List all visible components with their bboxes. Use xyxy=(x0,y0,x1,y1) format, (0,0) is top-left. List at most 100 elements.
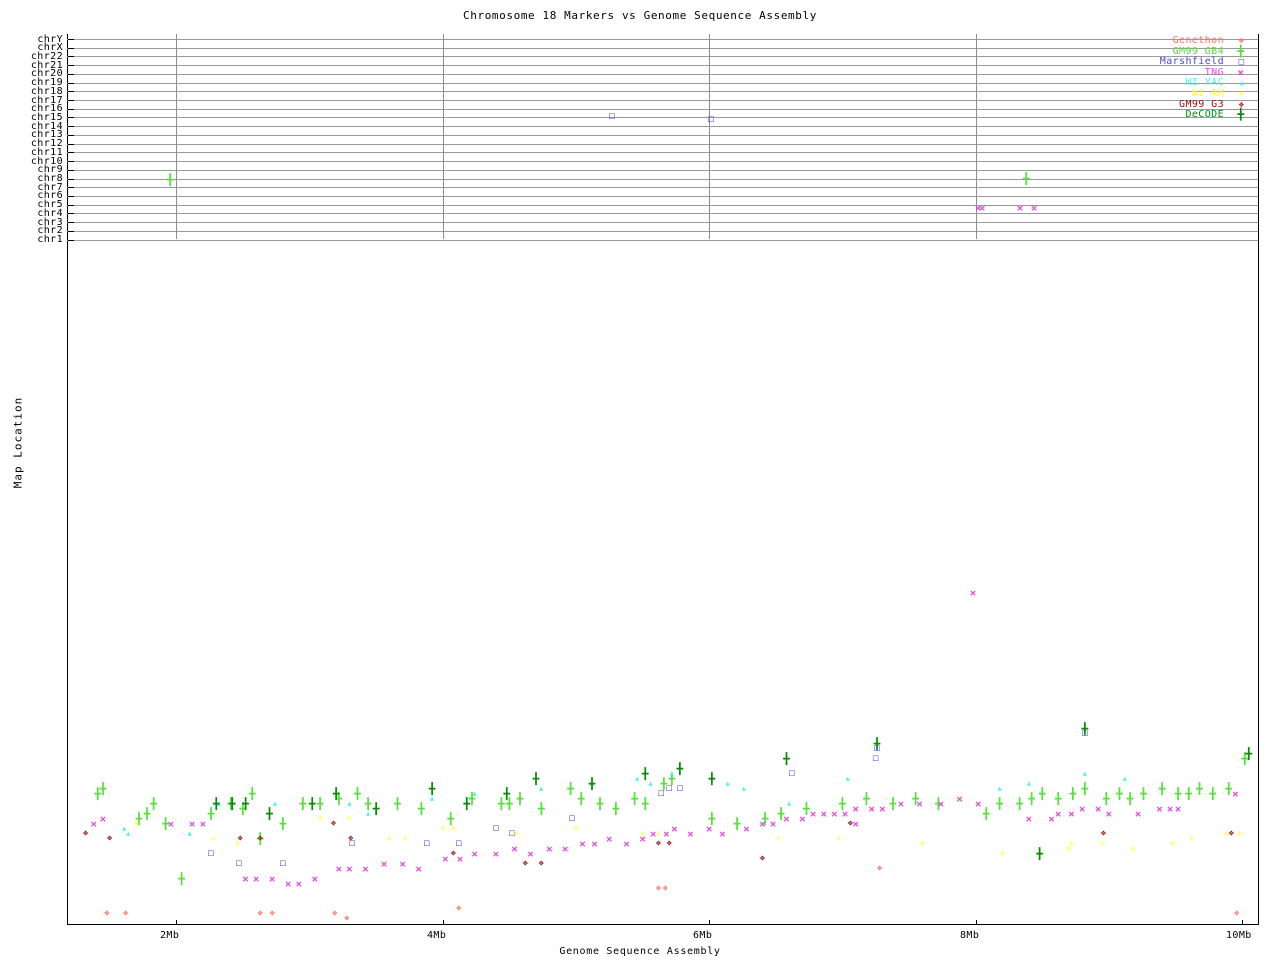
chart-legend: Genethon ❖ GM99 GB4 ╋ Marshfield □ TNG × WI YAC ▲… xyxy=(1062,36,1258,121)
plus-marker-glyph: ╋ xyxy=(228,797,236,811)
y-tick-label-chr22: chr22 xyxy=(30,50,63,62)
plus-marker-glyph: ╋ xyxy=(1185,787,1193,801)
legend-item-wi-yac[interactable]: WI YAC ▲ xyxy=(1062,78,1258,89)
x-marker-glyph: × xyxy=(1094,802,1102,816)
x-marker-glyph: × xyxy=(1030,201,1038,215)
legend-item-gm99-gb4[interactable]: GM99 GB4 ╋ xyxy=(1062,46,1258,58)
plus-marker-glyph: ╋ xyxy=(239,802,247,816)
legend-item-marshfield[interactable]: Marshfield □ xyxy=(1062,57,1258,68)
x-marker-glyph: × xyxy=(415,862,423,876)
gridline-chr8 xyxy=(67,179,1258,180)
triangle-marker-glyph: ▲ xyxy=(845,774,850,783)
plus-marker-glyph: ╋ xyxy=(207,807,215,821)
square-marker-glyph: □ xyxy=(208,848,214,859)
x-marker-glyph: × xyxy=(545,842,553,856)
plus-marker-glyph: ╋ xyxy=(279,817,287,831)
asterisk-marker-glyph: ✳ xyxy=(1188,833,1195,844)
plus-marker-glyph: ╋ xyxy=(135,812,143,826)
x-tick xyxy=(443,920,444,925)
x-marker-glyph: × xyxy=(978,201,986,215)
x-marker-glyph: × xyxy=(969,586,977,600)
x-marker-glyph: × xyxy=(399,857,407,871)
x-marker-glyph: × xyxy=(974,797,982,811)
gridline-chr18 xyxy=(67,91,1258,92)
x-marker-glyph: × xyxy=(1078,802,1086,816)
plus-marker-glyph: ╋ xyxy=(242,797,249,811)
y-tick-label-chr11: chr11 xyxy=(30,146,63,158)
x-marker-glyph: × xyxy=(1134,807,1142,821)
plus-marker-glyph: ╋ xyxy=(1158,782,1166,796)
plus-marker-glyph: ╋ xyxy=(676,762,684,776)
plus-marker-glyph: ╋ xyxy=(248,787,256,801)
y-tick xyxy=(68,152,74,153)
y-tick-label-chr20: chr20 xyxy=(30,68,63,80)
y-tick-label-chr18: chr18 xyxy=(30,85,63,97)
plus-marker-glyph: ╋ xyxy=(1245,747,1252,761)
x-marker-glyph: × xyxy=(1232,787,1239,801)
plus-marker-glyph: ╋ xyxy=(99,782,107,796)
plus-marker-glyph: ╋ xyxy=(463,797,470,811)
x-marker-glyph: × xyxy=(511,842,518,856)
x-marker-glyph: × xyxy=(809,807,817,821)
diamond-marker-glyph: ❖ xyxy=(666,838,672,849)
diamond-marker-glyph: ❖ xyxy=(662,883,668,894)
gridline-vertical xyxy=(176,34,177,239)
asterisk-marker-glyph: ✳ xyxy=(346,813,353,824)
axis-line-left xyxy=(67,34,68,925)
x-tick-label: 4Mb xyxy=(427,930,447,941)
x-marker-glyph: × xyxy=(335,862,343,876)
legend-item-wi-rh[interactable]: WI RH ✳ xyxy=(1062,88,1258,100)
y-tick-label-chr15: chr15 xyxy=(30,111,63,123)
legend-item-decode[interactable]: DeCODE ╋ xyxy=(1062,109,1258,121)
plus-marker-glyph: ╋ xyxy=(660,777,668,791)
triangle-marker-glyph: ▲ xyxy=(187,829,192,838)
triangle-marker-glyph: ▲ xyxy=(429,794,435,803)
plus-marker-glyph: ╋ xyxy=(631,792,638,806)
gridline-vertical xyxy=(443,34,444,239)
legend-item-genethon[interactable]: Genethon ❖ xyxy=(1062,36,1258,47)
y-tick xyxy=(68,109,74,110)
x-marker-glyph: × xyxy=(974,201,982,215)
x-marker-glyph: × xyxy=(868,802,875,816)
plus-marker-glyph: ╋ xyxy=(1016,797,1023,811)
square-marker-glyph: □ xyxy=(789,768,795,779)
asterisk-marker-glyph: ✳ xyxy=(439,823,446,834)
y-tick-label-chr10: chr10 xyxy=(30,155,63,167)
triangle-marker-glyph: ▲ xyxy=(669,769,674,778)
diamond-marker-glyph: ❖ xyxy=(122,908,129,919)
x-marker-glyph: × xyxy=(561,842,569,856)
square-marker-glyph: □ xyxy=(569,813,575,824)
x-marker-glyph: × xyxy=(1025,812,1033,826)
plus-marker-glyph: ╋ xyxy=(166,173,174,187)
plus-marker-glyph: ╋ xyxy=(1054,792,1062,806)
x-marker-glyph: × xyxy=(937,797,945,811)
triangle-marker-glyph: ▲ xyxy=(126,829,131,838)
y-tick xyxy=(68,117,74,118)
legend-item-gm99-g3[interactable]: GM99 G3 ❖ xyxy=(1062,98,1258,111)
x-tick xyxy=(176,920,177,925)
triangle-marker-glyph: ▲ xyxy=(1122,774,1127,783)
y-tick xyxy=(68,213,74,214)
plus-marker-glyph: ╋ xyxy=(912,792,919,806)
x-marker-glyph: × xyxy=(188,817,196,831)
gridline-chr12 xyxy=(67,144,1258,145)
legend-item-tng[interactable]: TNG × xyxy=(1062,66,1258,79)
x-marker-glyph: × xyxy=(879,802,886,816)
asterisk-marker-glyph: ✳ xyxy=(450,823,457,834)
plus-marker-glyph: ╋ xyxy=(308,797,316,811)
legend-label: TNG xyxy=(1204,66,1224,78)
gridline-chr20 xyxy=(67,74,1258,75)
asterisk-marker-glyph: ✳ xyxy=(1068,838,1075,849)
plus-marker-glyph: ╋ xyxy=(162,817,169,831)
asterisk-marker-glyph: ✳ xyxy=(512,828,519,839)
plus-marker-glyph: ╋ xyxy=(299,797,307,811)
legend-label: GM99 G3 xyxy=(1179,98,1224,110)
plus-marker-glyph: ╋ xyxy=(839,797,846,811)
square-marker-glyph: □ xyxy=(658,788,664,799)
y-tick xyxy=(68,161,74,162)
y-tick xyxy=(68,170,74,171)
y-tick-label-chrY: chrY xyxy=(37,33,63,45)
plus-marker-glyph: ╋ xyxy=(567,782,574,796)
y-tick-label-chr8: chr8 xyxy=(37,173,63,185)
plus-marker-glyph: ╋ xyxy=(150,797,157,811)
